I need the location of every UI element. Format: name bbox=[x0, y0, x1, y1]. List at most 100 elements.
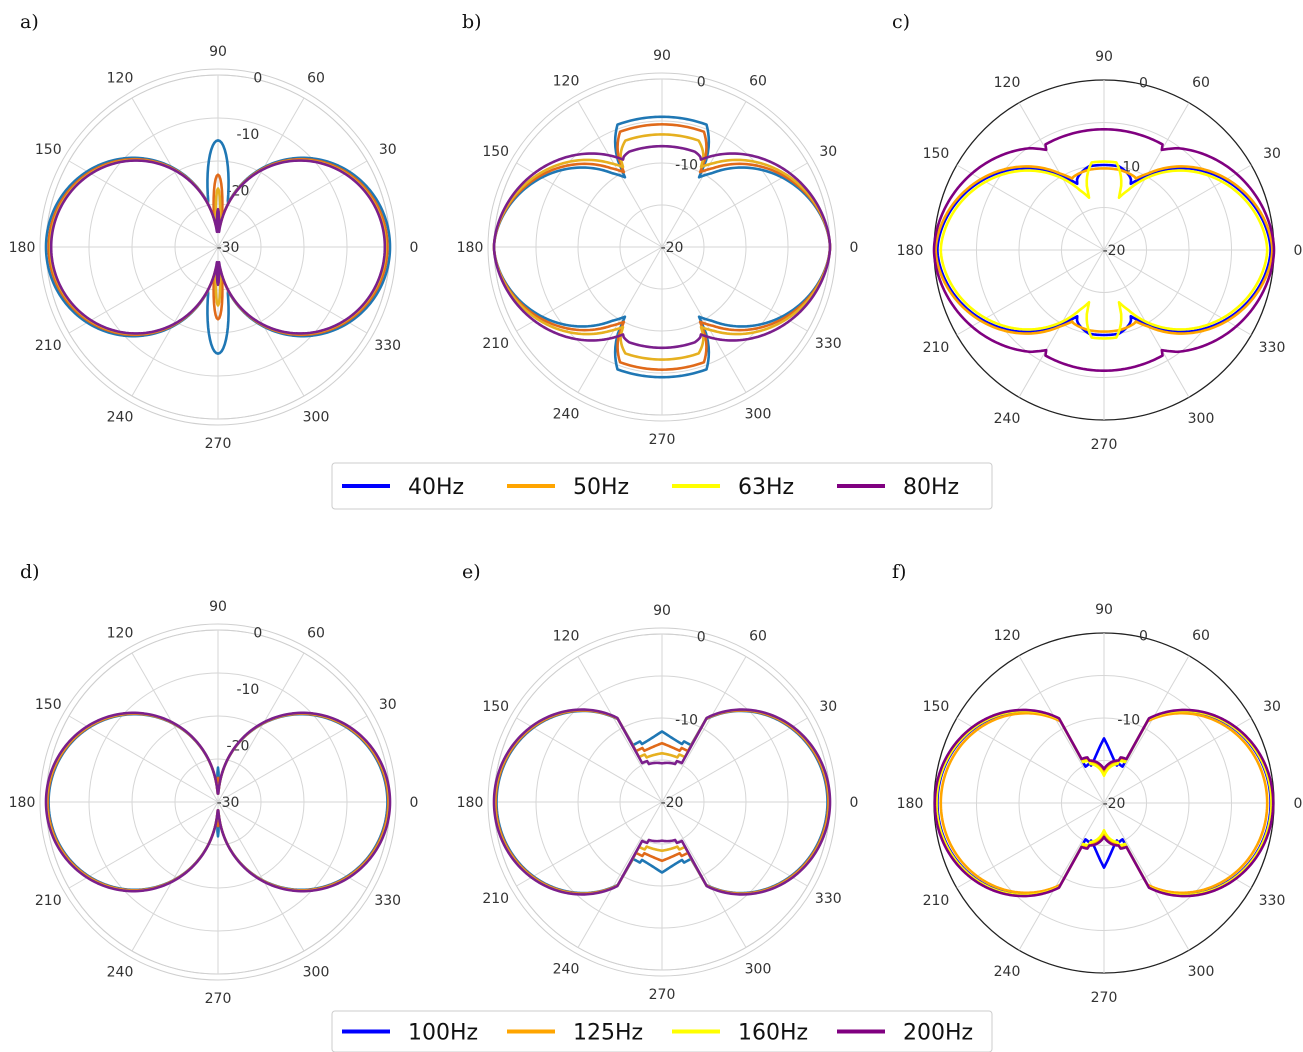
radial-tick-label: -10 bbox=[675, 712, 698, 728]
angle-tick-label: 30 bbox=[819, 699, 837, 715]
polar-panel-2: b) 0 30 60 90 120 150 180 210 240 270 300 330 0 -10 -20 bbox=[457, 11, 859, 448]
angle-tick-label: 30 bbox=[379, 697, 397, 713]
series-curve-125Hz bbox=[939, 711, 1269, 895]
grid-spoke bbox=[217, 801, 305, 952]
angle-tick-label: 0 bbox=[410, 795, 419, 811]
angle-tick-label: 0 bbox=[410, 240, 419, 256]
angle-tick-label: 90 bbox=[653, 48, 671, 64]
radial-tick-label: -10 bbox=[675, 157, 698, 173]
angle-tick-label: 330 bbox=[374, 338, 401, 354]
series-curve-63Hz bbox=[939, 160, 1269, 340]
radial-tick-label: -20 bbox=[1103, 243, 1126, 259]
angle-tick-label: 30 bbox=[819, 144, 837, 160]
angle-tick-label: 90 bbox=[1095, 602, 1113, 618]
grid-spoke bbox=[217, 715, 368, 803]
angle-tick-label: 240 bbox=[553, 406, 580, 422]
series-curve-200Hz bbox=[933, 708, 1275, 898]
series-curve-80Hz bbox=[492, 144, 832, 350]
angle-tick-label: 270 bbox=[649, 432, 676, 448]
outer-ring-frame bbox=[39, 68, 397, 426]
angle-tick-label: 300 bbox=[1188, 411, 1215, 427]
radial-tick-label: -20 bbox=[227, 739, 250, 755]
panel-label: e) bbox=[462, 561, 481, 583]
grid-spoke bbox=[1103, 717, 1252, 804]
radial-tick-label: -20 bbox=[661, 795, 684, 811]
angle-tick-label: 180 bbox=[457, 795, 484, 811]
angle-tick-label: 60 bbox=[1192, 75, 1210, 91]
grid-spoke bbox=[131, 801, 219, 952]
outer-ring-frame bbox=[487, 72, 837, 422]
grid-spoke bbox=[1103, 802, 1190, 951]
angle-tick-label: 180 bbox=[897, 243, 924, 259]
series-curve-200Hz bbox=[492, 708, 832, 896]
grid-spoke bbox=[217, 246, 305, 397]
grid-spoke bbox=[956, 249, 1105, 336]
legend-label: 160Hz bbox=[738, 1021, 808, 1046]
grid-spoke bbox=[661, 717, 808, 803]
angle-tick-label: 90 bbox=[653, 603, 671, 619]
grid-spoke bbox=[516, 801, 663, 887]
legend-label: 100Hz bbox=[408, 1021, 478, 1046]
grid-spoke bbox=[131, 652, 219, 803]
grid-spoke bbox=[661, 656, 747, 803]
angle-tick-label: 240 bbox=[107, 410, 134, 426]
angle-tick-label: 330 bbox=[815, 336, 842, 352]
angle-tick-label: 150 bbox=[35, 142, 62, 158]
legend-label: 125Hz bbox=[573, 1021, 643, 1046]
series-curve-80Hz bbox=[49, 159, 387, 335]
angle-tick-label: 270 bbox=[1091, 437, 1118, 453]
series-curve-200Hz bbox=[44, 711, 392, 893]
angle-tick-label: 30 bbox=[1263, 699, 1281, 715]
outer-ring-frame bbox=[487, 627, 837, 977]
radial-tick-label: -30 bbox=[217, 240, 240, 256]
grid-spoke bbox=[68, 160, 219, 248]
radial-tick-label: -20 bbox=[661, 240, 684, 256]
angle-tick-label: 60 bbox=[749, 629, 767, 645]
legend-label: 200Hz bbox=[903, 1021, 973, 1046]
panel-label: d) bbox=[20, 561, 40, 583]
radial-tick-label: 0 bbox=[1139, 629, 1148, 645]
grid-spoke bbox=[1018, 655, 1105, 804]
legend-label: 63Hz bbox=[738, 475, 794, 500]
angle-tick-label: 120 bbox=[994, 75, 1021, 91]
angle-tick-label: 30 bbox=[379, 142, 397, 158]
angle-tick-label: 180 bbox=[457, 240, 484, 256]
grid-spoke bbox=[577, 656, 663, 803]
angle-tick-label: 300 bbox=[1188, 964, 1215, 980]
angle-tick-label: 210 bbox=[923, 893, 950, 909]
polar-panel-6: f) 0 30 60 90 120 150 180 210 240 270 300 330 0 -10 -20 bbox=[892, 561, 1302, 1006]
angle-tick-label: 210 bbox=[923, 340, 950, 356]
angle-tick-label: 330 bbox=[1259, 893, 1286, 909]
grid-spoke bbox=[516, 717, 663, 803]
angle-tick-label: 270 bbox=[205, 991, 232, 1007]
polar-panel-1: a) 0 30 60 90 120 150 180 210 240 270 300 330 0 -10 -20… bbox=[9, 11, 419, 452]
angle-tick-label: 300 bbox=[745, 406, 772, 422]
radial-tick-label: -10 bbox=[1117, 712, 1140, 728]
angle-tick-label: 30 bbox=[1263, 146, 1281, 162]
grid-spoke bbox=[217, 246, 368, 334]
angle-tick-label: 240 bbox=[994, 964, 1021, 980]
angle-tick-label: 270 bbox=[649, 987, 676, 1003]
polar-panel-5: e) 0 30 60 90 120 150 180 210 240 270 300 330 0 -10 -20 bbox=[457, 561, 859, 1003]
grid-spoke bbox=[68, 246, 219, 334]
series-curve-80Hz bbox=[932, 128, 1276, 372]
angle-tick-label: 210 bbox=[482, 891, 509, 907]
angle-tick-label: 150 bbox=[35, 697, 62, 713]
grid-spoke bbox=[1018, 802, 1105, 951]
angle-tick-label: 300 bbox=[303, 410, 330, 426]
grid-spoke bbox=[577, 801, 663, 948]
angle-tick-label: 210 bbox=[35, 338, 62, 354]
radial-tick-label: -10 bbox=[236, 127, 259, 143]
angle-tick-label: 60 bbox=[749, 74, 767, 90]
outer-ring-frame bbox=[39, 623, 397, 981]
angle-tick-label: 120 bbox=[553, 629, 580, 645]
legend-box bbox=[331, 1010, 993, 1052]
angle-tick-label: 120 bbox=[107, 625, 134, 641]
angle-tick-label: 300 bbox=[303, 965, 330, 981]
grid-spoke bbox=[661, 801, 747, 948]
radial-tick-label: 0 bbox=[253, 71, 262, 87]
legend-label: 40Hz bbox=[408, 475, 464, 500]
angle-tick-label: 240 bbox=[553, 961, 580, 977]
radial-tick-label: 0 bbox=[1139, 76, 1148, 92]
grid-spoke bbox=[1103, 249, 1252, 336]
